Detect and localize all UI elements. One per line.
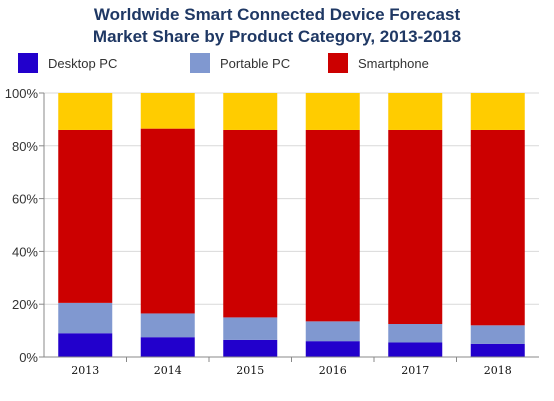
bar-segment-desktop-pc-2017 [388,342,443,357]
bar-segment-desktop-pc-2015 [223,339,278,357]
bar-segment-other-2015 [223,93,278,130]
chart-title: Worldwide Smart Connected Device Forecas… [0,4,554,48]
legend-label-portable-pc: Portable PC [220,55,291,71]
x-tick-label: 2014 [154,364,182,377]
bar-segment-smartphone-2014 [140,128,195,314]
bar-segment-other-2016 [305,93,360,130]
y-tick-label: 100% [5,86,39,101]
bar-segment-portable-pc-2014 [140,313,195,338]
bar-segment-portable-pc-2016 [305,321,360,342]
legend-item-portable-pc: Portable PC [190,52,290,74]
bar-segment-desktop-pc-2018 [470,343,525,357]
bar-segment-other-2017 [388,93,443,130]
x-tick-label: 2013 [71,364,99,377]
bar-segment-other-2013 [58,93,113,130]
bar-segment-other-2014 [140,93,195,129]
y-tick-label: 0% [19,350,38,365]
y-tick-label: 80% [12,139,38,154]
legend-label-smartphone: Smartphone [358,55,429,71]
legend-swatch-smartphone [328,53,348,73]
legend-item-desktop-pc: Desktop PC [18,52,117,74]
bar-segment-smartphone-2016 [305,129,360,322]
legend-swatch-desktop-pc [18,53,38,73]
bar-segment-desktop-pc-2013 [58,333,113,357]
y-tick-label: 20% [12,297,38,312]
y-tick-label: 40% [12,244,38,259]
bar-segment-other-2018 [470,93,525,130]
bar-segment-smartphone-2015 [223,129,278,318]
chart-title-line-1: Worldwide Smart Connected Device Forecas… [93,5,461,24]
bar-segment-desktop-pc-2016 [305,341,360,357]
legend-item-smartphone: Smartphone [328,52,429,74]
bar-segment-smartphone-2017 [388,129,443,324]
bar-segment-portable-pc-2018 [470,325,525,344]
y-tick-label: 60% [12,192,38,207]
legend-swatch-portable-pc [190,53,210,73]
bar-segment-portable-pc-2013 [58,302,113,334]
bar-segment-desktop-pc-2014 [140,337,195,357]
chart-legend: Desktop PC Portable PC Smartphone [0,52,554,74]
bar-segment-portable-pc-2015 [223,317,278,340]
x-tick-label: 2017 [401,364,429,377]
x-tick-label: 2016 [319,364,347,377]
bar-segment-portable-pc-2017 [388,324,443,343]
bar-segment-smartphone-2018 [470,129,525,326]
legend-label-desktop-pc: Desktop PC [48,55,118,71]
bar-segment-smartphone-2013 [58,129,113,303]
chart-title-line-2: Market Share by Product Category, 2013-2… [92,27,462,46]
x-tick-label: 2018 [484,364,512,377]
x-tick-label: 2015 [236,364,264,377]
